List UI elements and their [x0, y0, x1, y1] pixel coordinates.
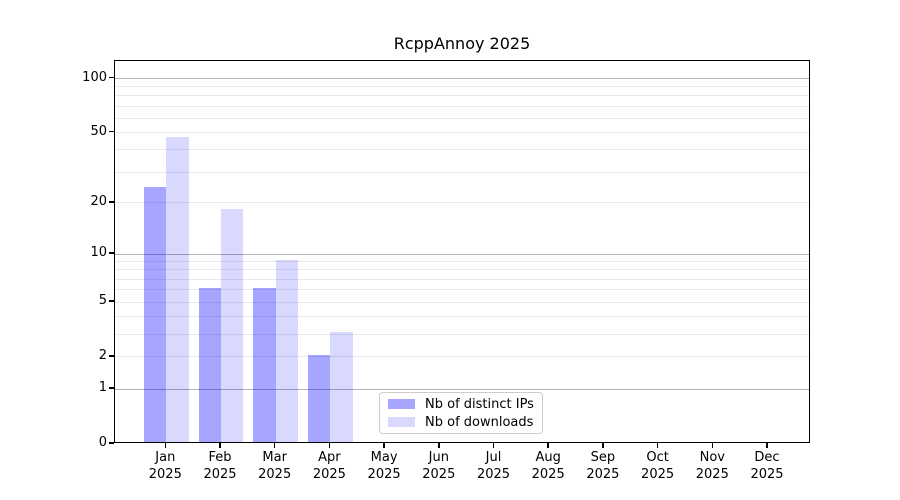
x-tick-mark: [219, 443, 221, 448]
x-tick-label: Nov 2025: [695, 450, 729, 482]
minor-gridline: [115, 261, 809, 263]
x-tick-label: Mar 2025: [258, 450, 292, 482]
x-tick-mark: [547, 443, 549, 448]
legend-swatch-downloads: [388, 417, 415, 427]
legend-label-downloads: Nb of downloads: [425, 414, 534, 430]
bar-distinct-ips-feb: [198, 287, 221, 442]
minor-gridline: [115, 171, 809, 173]
minor-gridline: [115, 269, 809, 271]
x-tick-mark: [766, 443, 768, 448]
major-gridline: [115, 388, 809, 390]
major-gridline: [115, 78, 809, 79]
major-gridline: [115, 253, 809, 255]
x-tick-label: Jun 2025: [422, 450, 456, 482]
x-tick-mark: [328, 443, 331, 448]
y-tick-mark: [109, 76, 114, 79]
y-tick-label: 20: [90, 193, 107, 209]
bar-distinct-ips-mar: [253, 287, 276, 442]
minor-gridline: [115, 117, 809, 119]
x-tick-mark: [164, 443, 167, 448]
x-tick-label: Sep 2025: [586, 450, 620, 482]
y-tick-mark: [109, 355, 114, 357]
minor-gridline: [115, 333, 809, 335]
bar-downloads-apr: [330, 332, 353, 442]
legend-label-distinct-ips: Nb of distinct IPs: [425, 396, 534, 412]
minor-gridline: [115, 316, 809, 318]
y-tick-label: 0: [98, 435, 107, 450]
x-tick-label: Jul 2025: [476, 450, 511, 482]
x-tick-label: Oct 2025: [641, 450, 675, 482]
bar-downloads-mar: [275, 259, 299, 442]
y-tick-mark: [109, 252, 114, 254]
minor-gridline: [115, 289, 809, 291]
y-tick-mark: [109, 387, 114, 389]
legend-swatch-distinct-ips: [388, 399, 415, 409]
y-tick-label: 5: [98, 293, 107, 309]
minor-gridline: [115, 301, 809, 303]
y-tick-mark: [109, 201, 114, 203]
y-tick-mark: [109, 300, 114, 302]
legend-item-downloads: Nb of downloads: [388, 415, 534, 430]
x-tick-label: Dec 2025: [750, 450, 784, 482]
y-tick-label: 2: [98, 347, 107, 363]
legend-item-distinct-ips: Nb of distinct IPs: [388, 397, 534, 412]
x-tick-label: Feb 2025: [203, 450, 237, 482]
x-tick-label: May 2025: [367, 450, 401, 482]
y-tick-mark: [109, 442, 114, 444]
bar-distinct-ips-apr: [308, 355, 331, 442]
bar-downloads-feb: [221, 208, 244, 442]
minor-gridline: [115, 356, 809, 358]
x-tick-mark: [273, 443, 276, 448]
minor-gridline: [115, 132, 809, 134]
x-tick-mark: [383, 443, 385, 448]
bar-downloads-jan: [166, 137, 189, 442]
minor-gridline: [115, 149, 809, 151]
x-tick-mark: [438, 443, 440, 448]
y-tick-label: 50: [90, 123, 107, 139]
x-tick-mark: [492, 443, 495, 448]
minor-gridline: [115, 86, 809, 88]
minor-gridline: [115, 105, 809, 107]
minor-gridline: [115, 278, 809, 280]
y-tick-label: 100: [82, 69, 107, 85]
y-tick-label: 1: [98, 380, 107, 396]
chart-title: RcppAnnoy 2025: [393, 34, 531, 53]
plot-area: Nb of distinct IPs Nb of downloads: [114, 60, 810, 443]
y-tick-mark: [109, 130, 114, 133]
x-tick-mark: [602, 443, 604, 448]
legend: Nb of distinct IPs Nb of downloads: [379, 392, 543, 434]
x-tick-label: Jan 2025: [148, 450, 182, 482]
x-tick-mark: [656, 443, 659, 448]
x-tick-label: Apr 2025: [312, 450, 346, 482]
y-tick-label: 10: [90, 245, 107, 261]
x-tick-label: Aug 2025: [531, 450, 565, 482]
minor-gridline: [115, 202, 809, 204]
x-tick-mark: [711, 443, 714, 448]
bar-distinct-ips-jan: [143, 187, 167, 442]
minor-gridline: [115, 95, 809, 97]
